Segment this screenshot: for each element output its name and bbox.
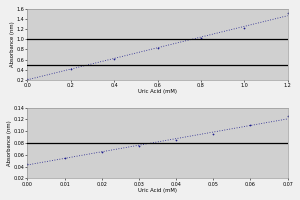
Y-axis label: Absorbance (nm): Absorbance (nm) (7, 120, 12, 166)
X-axis label: Uric Acid (mM): Uric Acid (mM) (138, 188, 177, 193)
Y-axis label: Absorbance (nm): Absorbance (nm) (10, 22, 15, 67)
X-axis label: Uric Acid (mM): Uric Acid (mM) (138, 89, 177, 94)
